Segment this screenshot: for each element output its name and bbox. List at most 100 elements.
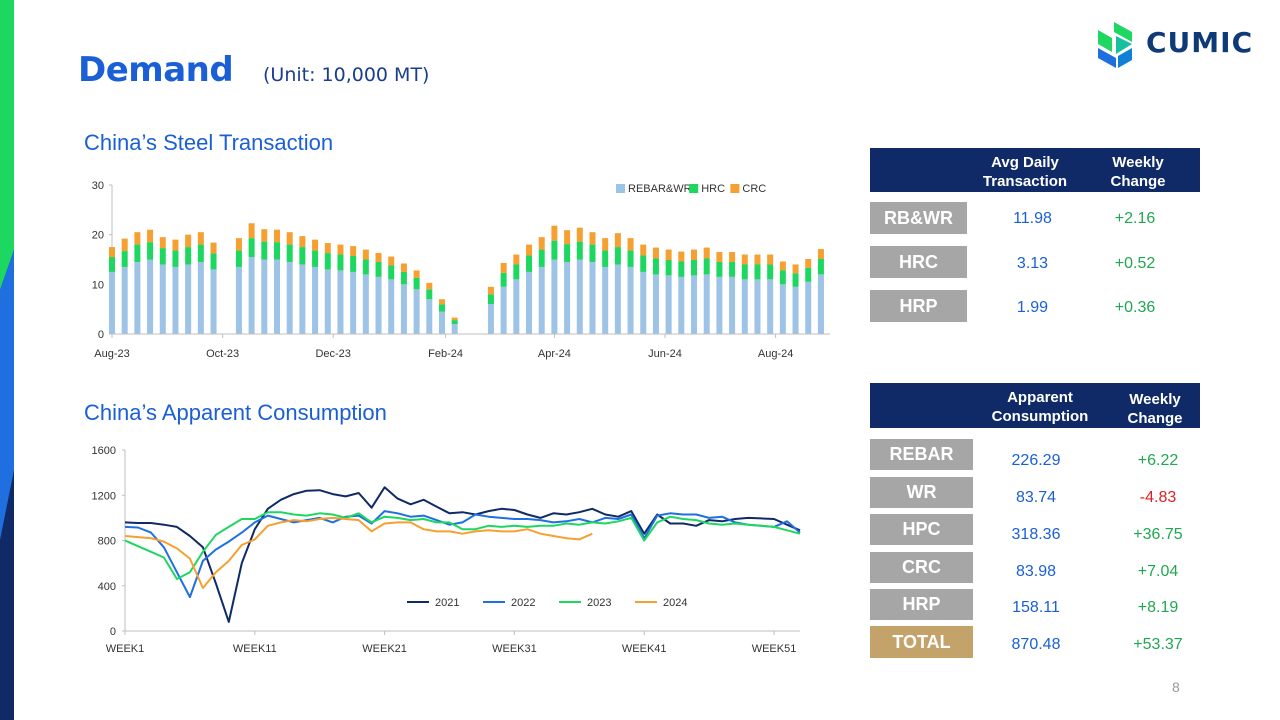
bar-segment-rebarwr <box>159 264 166 334</box>
stacked-bar <box>197 232 204 334</box>
bar-segment-crc <box>805 259 812 268</box>
stacked-bar <box>703 247 710 334</box>
bar-segment-rebarwr <box>210 269 217 334</box>
bar-segment-rebarwr <box>564 261 571 334</box>
stacked-bar <box>576 227 583 334</box>
stacked-bar <box>640 244 647 334</box>
logo-mark-icon <box>1098 22 1132 68</box>
bar-segment-rebarwr <box>500 286 507 334</box>
bar-segment-crc <box>716 252 723 262</box>
stacked-bar <box>438 299 445 334</box>
bar-segment-hrc <box>703 258 710 275</box>
bar-segment-hrc <box>526 255 533 272</box>
x-tick-label: WEEK41 <box>622 643 667 655</box>
bar-segment-hrc <box>235 250 242 267</box>
stacked-bar <box>665 249 672 334</box>
series-line-2021 <box>124 486 801 623</box>
x-tick-label: Dec-23 <box>315 348 350 360</box>
bar-segment-hrc <box>362 259 369 275</box>
bar-segment-rebarwr <box>388 279 395 334</box>
bar-segment-hrc <box>324 253 331 270</box>
bar-segment-crc <box>147 229 154 243</box>
bar-segment-rebarwr <box>185 264 192 334</box>
bar-segment-crc <box>159 237 166 249</box>
apparent-consumption-svg: 0 400 800 1200 1600 WEEK1 WEEK11 WEEK21 WEEK31 WE… <box>92 445 801 655</box>
bar-segment-rebarwr <box>451 324 458 334</box>
legend-label: 2024 <box>663 597 687 609</box>
bar-segment-crc <box>400 263 407 272</box>
stacked-bar <box>159 237 166 334</box>
stacked-bar <box>235 238 242 334</box>
bar-segment-hrc <box>805 267 812 282</box>
stacked-bar <box>147 229 154 334</box>
row-label-total: TOTAL <box>870 626 973 658</box>
bar-segment-hrc <box>185 247 192 265</box>
bar-segment-hrc <box>121 251 128 267</box>
legend-label: CRC <box>742 183 766 195</box>
header-weekly-change-2: Weekly Change <box>1127 391 1183 427</box>
stacked-bar <box>716 252 723 334</box>
stacked-bar <box>299 236 306 334</box>
stacked-bar <box>805 259 812 334</box>
bar-segment-rebarwr <box>235 266 242 334</box>
bar-segment-rebarwr <box>286 261 293 334</box>
bar-segment-rebarwr <box>703 274 710 334</box>
bar-segment-crc <box>754 254 761 265</box>
stacked-bar <box>767 254 774 334</box>
legend-item: 2023 <box>559 597 611 609</box>
unit-note: (Unit: 10,000 MT) <box>263 64 430 86</box>
bar-segment-hrc <box>614 247 621 265</box>
stacked-bar <box>792 264 799 334</box>
x-tick-label: Aug-24 <box>758 348 793 360</box>
stacked-bar <box>602 238 609 334</box>
bar-segment-hrc <box>538 249 545 267</box>
bar-segment-rebarwr <box>438 311 445 334</box>
change-rebar: +6.22 <box>1137 452 1179 469</box>
row-label-hrp: HRP <box>870 290 967 322</box>
bar-segment-hrc <box>652 258 659 275</box>
value-hrp-2: 158.11 <box>1012 599 1060 616</box>
bar-segment-crc <box>451 317 458 321</box>
stacked-bar <box>691 249 698 334</box>
stacked-bar <box>538 237 545 334</box>
row-label-wr: WR <box>870 477 973 508</box>
legend-item: 2021 <box>407 597 459 609</box>
bar-segment-hrc <box>779 270 786 285</box>
stacked-bar <box>121 238 128 334</box>
stacked-bar <box>261 229 268 334</box>
bar-segment-hrc <box>741 264 748 280</box>
stacked-bar <box>652 247 659 334</box>
bar-segment-crc <box>779 261 786 271</box>
bar-segment-hrc <box>716 261 723 277</box>
bar-segment-rebarwr <box>337 270 344 334</box>
bar-segment-crc <box>564 230 571 245</box>
bar-segment-hrc <box>627 250 634 267</box>
bar-segment-crc <box>640 244 647 256</box>
bar-segment-crc <box>614 233 621 248</box>
bar-segment-hrc <box>589 244 596 262</box>
stacked-bar <box>388 256 395 334</box>
y-tick-label: 1200 <box>92 490 116 502</box>
bar-segment-crc <box>487 286 494 295</box>
bar-segment-rebarwr <box>602 266 609 334</box>
bar-segment-rebarwr <box>640 271 647 334</box>
stacked-bar <box>248 223 255 334</box>
bar-segment-crc <box>792 264 799 274</box>
x-tick-label: WEEK31 <box>492 643 537 655</box>
bar-segment-crc <box>375 253 382 262</box>
apparent-consumption-chart: 0 400 800 1200 1600 WEEK1 WEEK11 WEEK21 WEEK31 WE… <box>80 440 810 660</box>
bar-segment-crc <box>551 225 558 241</box>
change-hrp: +0.36 <box>1114 299 1156 316</box>
x-tick-label: WEEK51 <box>752 643 797 655</box>
y-tick-label: 400 <box>98 581 116 593</box>
y-tick-label: 20 <box>92 230 104 242</box>
bar-segment-crc <box>324 243 331 254</box>
value-hrp: 1.99 <box>1016 299 1049 316</box>
bar-segment-crc <box>134 232 141 245</box>
stacked-bar <box>551 225 558 334</box>
stacked-bar <box>413 270 420 334</box>
bar-segment-crc <box>426 282 433 290</box>
bar-segment-hrc <box>413 277 420 290</box>
bar-segment-hrc <box>500 272 507 287</box>
stacked-bar <box>324 243 331 334</box>
